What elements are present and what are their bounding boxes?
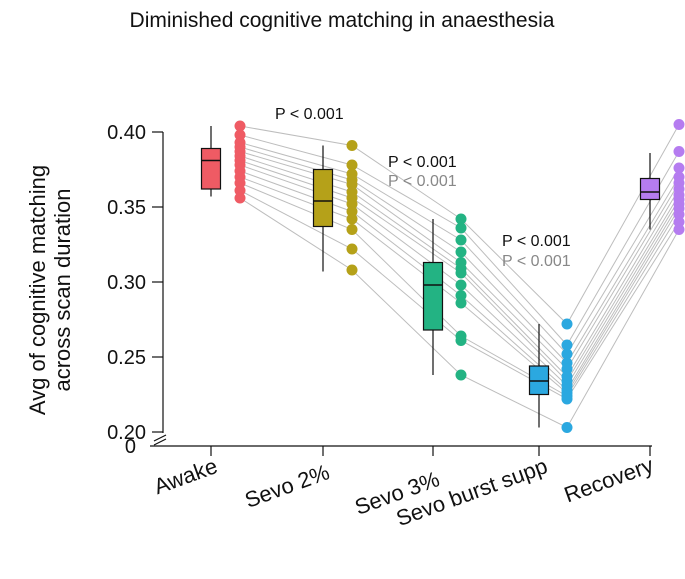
box-iqr [528, 365, 550, 396]
subject-point [346, 224, 358, 235]
y-axis-label-line1: Avg of cognitive matching [25, 165, 50, 415]
subject-point [346, 213, 358, 225]
box-iqr [312, 168, 334, 228]
box-iqr [639, 177, 661, 201]
subject-point [346, 264, 358, 276]
subject-point [455, 246, 467, 258]
subject-point [455, 279, 467, 291]
subject-point [561, 339, 573, 351]
p-value-annotation: P < 0.001 [275, 106, 344, 123]
x-tick-label: Recovery [561, 452, 657, 507]
subject-point [234, 192, 246, 204]
box-iqr [200, 147, 222, 190]
subject-point [455, 213, 467, 225]
x-tick-label: Awake [150, 453, 220, 499]
p-value-annotation: P < 0.001 [502, 233, 571, 250]
box-iqr [422, 261, 444, 331]
y-ticks: 0.40 0.35 0.30 0.25 0.20 [107, 122, 163, 444]
y-axis-label: Avg of cognitive matching across scan du… [25, 165, 75, 415]
y-tick-label: 0.35 [107, 197, 146, 219]
y-tick-label: 0.25 [107, 347, 146, 369]
y-tick-label: 0.30 [107, 272, 146, 294]
subject-point [455, 335, 467, 346]
y-zero-label: 0 [125, 436, 136, 458]
p-value-annotation: P < 0.001 [388, 173, 457, 190]
subject-point [346, 140, 358, 151]
chart-title: Diminished cognitive matching in anaesth… [130, 9, 555, 32]
y-tick-label: 0.40 [107, 122, 146, 144]
x-tick-labels: Awake Sevo 2% Sevo 3%Sevo burst supp Recove… [150, 446, 657, 531]
subject-point [561, 393, 573, 405]
y-axis-label-line2: across scan duration [50, 189, 75, 392]
x-tick-label: Sevo 2% [241, 459, 332, 513]
subject-points [234, 119, 685, 433]
subject-point [234, 120, 246, 132]
p-value-annotation: P < 0.001 [502, 253, 571, 270]
axis-break-mark-2 [153, 438, 167, 446]
subject-point [673, 162, 685, 174]
subject-point [673, 146, 685, 157]
significance-annotations: P < 0.001 P < 0.001 P < 0.001 P < 0.001 P < … [275, 106, 571, 270]
subject-point [561, 318, 573, 330]
subject-point [673, 224, 685, 235]
axis-break-mark-1 [153, 434, 167, 442]
subject-point [561, 348, 573, 360]
boxplots [200, 126, 661, 428]
p-value-annotation: P < 0.001 [388, 154, 457, 171]
subject-point [561, 422, 573, 433]
subject-point [455, 267, 467, 279]
y-tick-label: 0.20 [107, 422, 146, 444]
subject-point [346, 243, 358, 255]
subject-point [455, 222, 467, 234]
subject-point [455, 369, 467, 381]
subject-point [455, 297, 467, 309]
subject-point [346, 159, 358, 171]
subject-point [673, 119, 685, 130]
subject-point [455, 234, 467, 246]
